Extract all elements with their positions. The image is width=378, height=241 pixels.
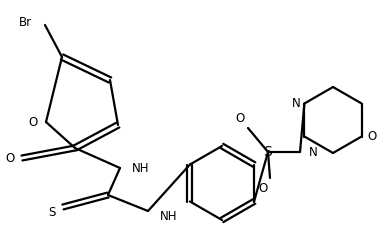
Text: NH: NH xyxy=(132,161,150,174)
Text: O: O xyxy=(235,112,245,125)
Text: O: O xyxy=(28,115,38,128)
Text: N: N xyxy=(292,97,301,110)
Text: O: O xyxy=(367,130,376,143)
Text: S: S xyxy=(263,145,273,159)
Text: N: N xyxy=(308,146,318,159)
Text: O: O xyxy=(5,152,15,165)
Text: O: O xyxy=(259,181,268,194)
Text: S: S xyxy=(48,206,56,219)
Text: Br: Br xyxy=(19,15,32,28)
Text: NH: NH xyxy=(160,209,178,222)
